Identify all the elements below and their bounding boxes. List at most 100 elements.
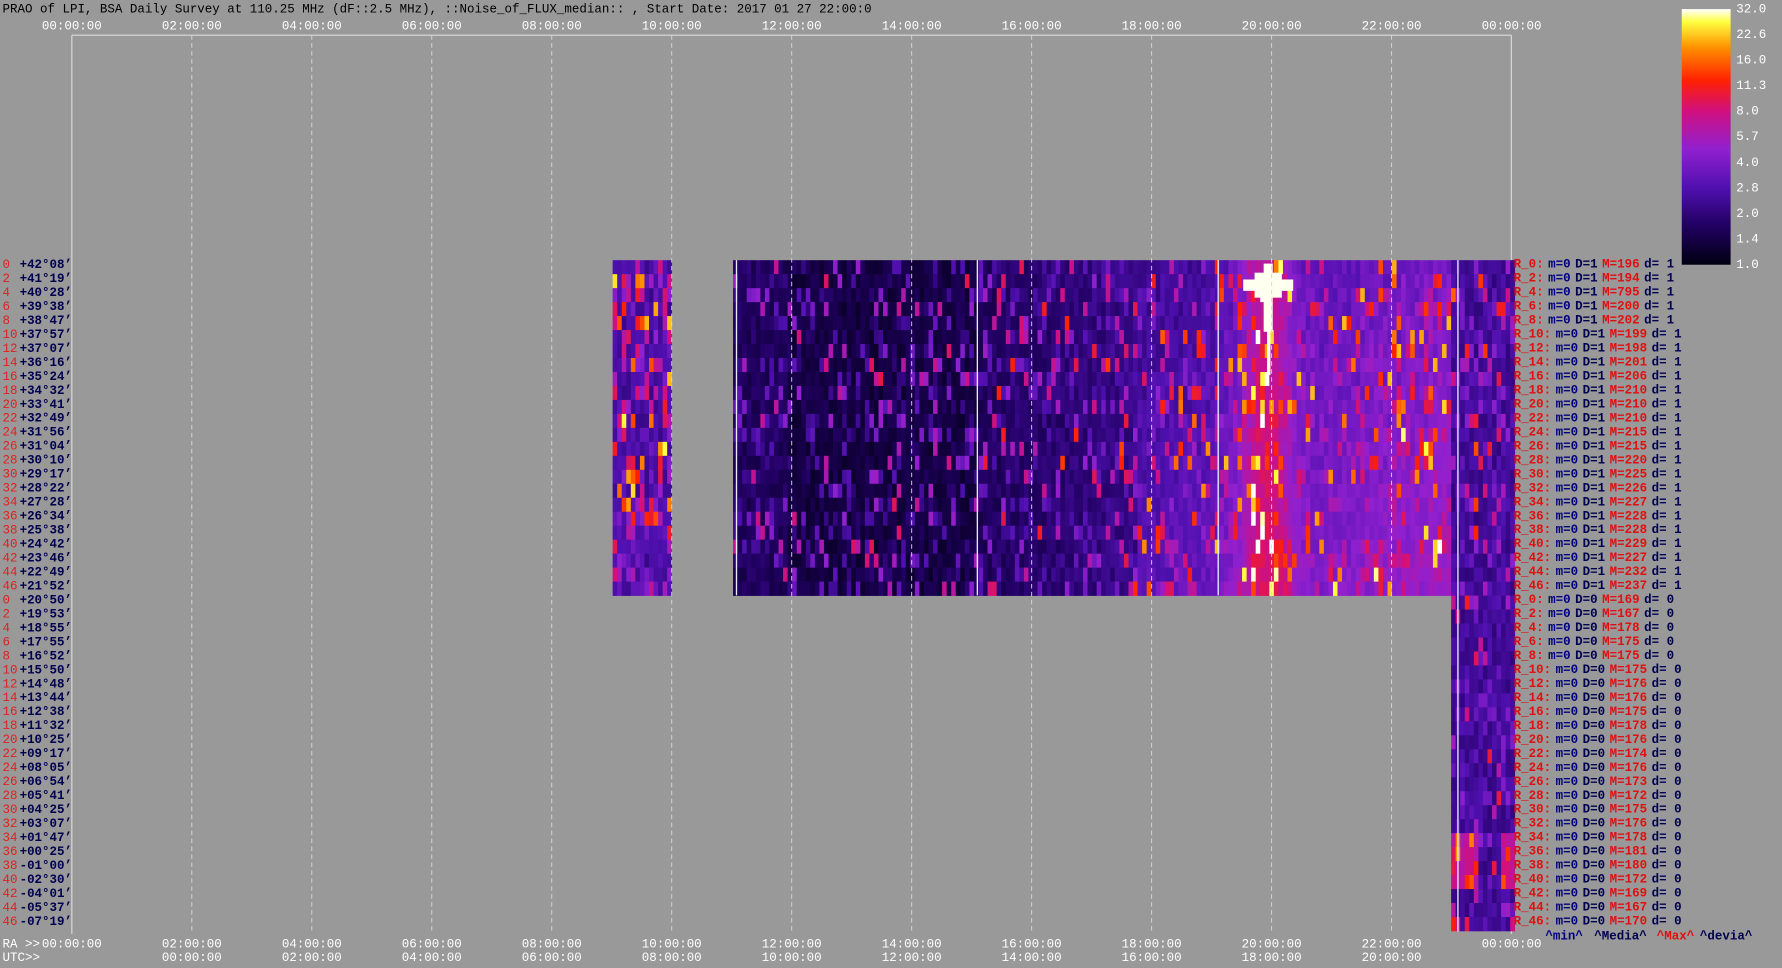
heatmap-cell [1073, 316, 1079, 331]
heatmap-cell [1151, 302, 1157, 317]
heatmap-cell [1469, 455, 1475, 471]
heatmap-cell [1496, 623, 1502, 638]
heatmap-cell [1496, 679, 1502, 694]
heatmap-cell [837, 288, 843, 303]
heatmap-cell [1351, 539, 1357, 554]
heatmap-cell [630, 358, 636, 373]
heatmap-cell [1478, 581, 1484, 596]
heatmap-cell [1487, 777, 1493, 792]
heatmap-cell [1182, 511, 1188, 527]
heatmap-cell [1146, 469, 1152, 485]
heatmap-cell [828, 483, 834, 499]
heatmap-cell [901, 330, 907, 345]
heatmap-cell [1055, 371, 1061, 387]
heatmap-cell [1269, 525, 1275, 541]
heatmap-cell [1319, 274, 1325, 289]
heatmap-cell [649, 330, 654, 345]
heatmap-cell [1146, 581, 1152, 596]
heatmap-cell [1355, 511, 1361, 527]
heatmap-cell [773, 567, 779, 582]
heatmap-cell [1451, 889, 1457, 904]
heatmap-cell [1246, 413, 1252, 429]
heatmap-cell [951, 553, 957, 568]
heatmap-cell [649, 371, 654, 387]
heatmap-cell [1437, 581, 1443, 596]
heatmap-cell [1301, 581, 1307, 596]
heatmap-cell [887, 497, 893, 513]
heatmap-cell [1478, 735, 1484, 750]
heatmap-cell [1369, 483, 1375, 499]
heatmap-cell [792, 302, 798, 317]
heatmap-cell [1114, 497, 1120, 513]
heatmap-cell [1151, 330, 1157, 345]
heatmap-cell [1205, 469, 1211, 485]
heatmap-cell [819, 316, 825, 331]
heatmap-cell [1337, 511, 1343, 527]
row-stats: R_28: m=0 D=1 M=220 d= 1 [1514, 454, 1682, 468]
heatmap-cell [1351, 567, 1357, 582]
heatmap-cell [1178, 483, 1184, 499]
heatmap-cell [1092, 413, 1097, 429]
heatmap-cell [1437, 553, 1443, 568]
heatmap-cell [1164, 441, 1170, 457]
heatmap-cell [973, 330, 979, 345]
heatmap-cell [792, 525, 798, 541]
heatmap-cell [919, 274, 925, 289]
row-stats: R_0: m=0 D=1 M=196 d= 1 [1514, 258, 1675, 272]
heatmap-cell [983, 274, 988, 289]
heatmap-cell [1232, 553, 1238, 568]
heatmap-cell [1487, 665, 1493, 680]
heatmap-cell [612, 399, 618, 415]
heatmap-cell [742, 330, 748, 345]
heatmap-cell [973, 511, 979, 527]
heatmap-cell [1073, 483, 1079, 499]
heatmap-cell [1133, 525, 1138, 541]
heatmap-cell [649, 427, 654, 443]
heatmap-cell [783, 525, 788, 541]
heatmap-cell [1351, 344, 1357, 359]
heatmap-cell [946, 274, 952, 289]
heatmap-cell [1392, 525, 1397, 541]
heatmap-cell [1010, 525, 1016, 541]
heatmap-cell [1492, 847, 1497, 862]
heatmap-cell [667, 302, 673, 317]
heatmap-cell [1464, 553, 1470, 568]
heatmap-cell [810, 455, 816, 471]
heatmap-cell [1451, 567, 1457, 582]
heatmap-cell [1251, 483, 1257, 499]
heatmap-cell [855, 288, 861, 303]
heatmap-cell [1401, 427, 1407, 443]
heatmap-cell [1451, 916, 1457, 932]
heatmap-cell [973, 469, 979, 485]
heatmap-cell [937, 511, 943, 527]
heatmap-cell [760, 483, 766, 499]
heatmap-cell [942, 525, 948, 541]
heatmap-cell [667, 288, 673, 303]
heatmap-cell [1001, 469, 1007, 485]
heatmap-cell [1001, 539, 1007, 554]
heatmap-cell [946, 525, 952, 541]
heatmap-cell [769, 553, 775, 568]
heatmap-cell [1428, 302, 1434, 317]
heatmap-cell [1496, 371, 1502, 387]
heatmap-cell [764, 581, 770, 596]
heatmap-cell [1346, 511, 1352, 527]
heatmap-cell [928, 469, 934, 485]
heatmap-cell [1382, 371, 1388, 387]
heatmap-cell [1351, 511, 1357, 527]
heatmap-cell [973, 427, 979, 443]
heatmap-cell [635, 344, 641, 359]
heatmap-cell [1073, 567, 1079, 582]
heatmap-cell [801, 399, 807, 415]
heatmap-cell [896, 288, 902, 303]
heatmap-cell [1292, 371, 1297, 387]
heatmap-cell [855, 344, 861, 359]
heatmap-cell [1010, 497, 1016, 513]
heatmap-cell [1142, 567, 1147, 582]
heatmap-cell [621, 483, 627, 499]
heatmap-cell [667, 260, 673, 275]
row-stats: R_12: m=0 D=1 M=198 d= 1 [1514, 342, 1682, 356]
heatmap-cell [1232, 483, 1238, 499]
heatmap-cell [1428, 553, 1434, 568]
heatmap-cell [1501, 274, 1506, 289]
